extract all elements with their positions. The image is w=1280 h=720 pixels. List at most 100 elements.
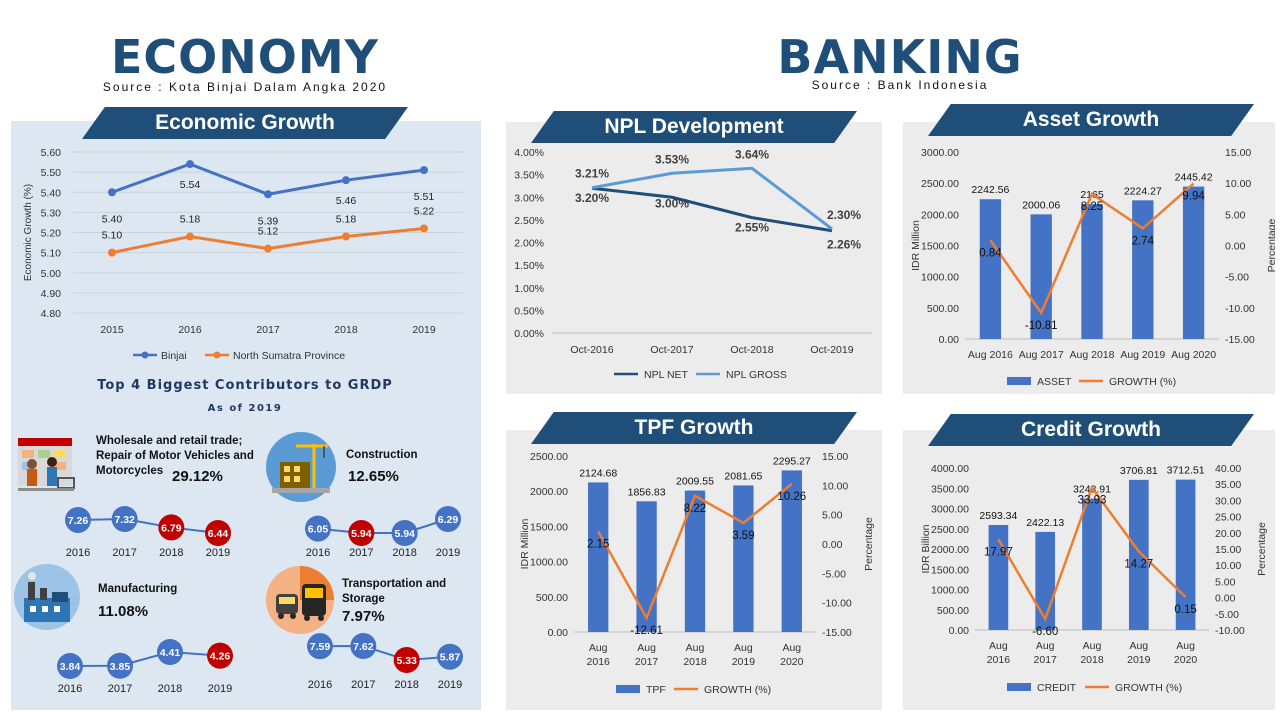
x-tick-label: 2018 <box>334 324 358 336</box>
growth-line <box>997 485 1187 622</box>
x-tick-label: Aug <box>1036 640 1055 652</box>
x-tick-label: Oct-2018 <box>730 344 773 356</box>
series-line-1 <box>591 166 833 231</box>
data-point <box>342 232 350 241</box>
data-label: 5.51 <box>414 191 435 203</box>
bar <box>684 490 706 632</box>
y-tick-label: 1000.00 <box>530 557 568 569</box>
banner-tpf: TPF Growth <box>531 412 857 444</box>
x-tick-label: 2020 <box>1174 654 1198 666</box>
legend-label: NPL NET <box>644 369 689 381</box>
trend-point <box>350 633 377 659</box>
trend-value: 5.94 <box>351 528 372 540</box>
trend-year: 2019 <box>206 547 230 559</box>
y-axis-label: IDR Billion <box>920 524 932 573</box>
y-tick-label: 0.00 <box>949 625 970 637</box>
y-axis-label: IDR Million <box>910 220 922 271</box>
bar-label: 2009.55 <box>676 476 714 488</box>
y-tick-label: 2500.00 <box>931 524 969 536</box>
legend-label: ASSET <box>1037 376 1072 388</box>
x-tick-label: 2019 <box>412 324 436 336</box>
x-tick-label: Aug <box>734 642 753 654</box>
trend-point <box>111 506 138 532</box>
trend-year: 2019 <box>208 683 232 695</box>
bar <box>979 199 1002 339</box>
data-label: 5.22 <box>414 205 435 217</box>
x-tick-label: 2017 <box>1034 654 1058 666</box>
y2-tick-label: 5.00 <box>1215 576 1236 588</box>
x-tick-label: 2016 <box>178 324 202 336</box>
legend-label: TPF <box>646 684 666 696</box>
y2-tick-label: -10.00 <box>1225 303 1255 315</box>
trend-value: 7.26 <box>68 515 89 527</box>
banner-credit: Credit Growth <box>928 414 1254 446</box>
trend-point <box>348 520 375 546</box>
legend-label: GROWTH (%) <box>1115 682 1182 694</box>
y2-tick-label: 25.00 <box>1215 512 1241 524</box>
trend-value: 6.79 <box>161 522 182 534</box>
y2-tick-label: 0.00 <box>822 539 843 551</box>
trend-year: 2017 <box>351 679 375 691</box>
y-tick-label: 4.00% <box>514 147 544 159</box>
bar-label: 2445.42 <box>1175 172 1213 184</box>
y2-tick-label: 5.00 <box>822 510 843 522</box>
legend-swatch <box>616 685 640 693</box>
x-tick-label: Aug <box>589 642 608 654</box>
y-tick-label: 0.00% <box>514 328 544 340</box>
legend-swatch <box>1007 683 1031 691</box>
trend-value: 5.87 <box>440 652 461 664</box>
trend-line <box>319 644 451 662</box>
growth-label: -12.61 <box>630 625 663 637</box>
trend-point <box>305 515 331 542</box>
y-tick-label: 5.50 <box>41 167 62 179</box>
data-label: 5.54 <box>180 179 201 191</box>
growth-label: 3.59 <box>732 530 754 542</box>
bar <box>636 501 657 632</box>
data-point <box>420 166 428 175</box>
y-tick-label: 1500.00 <box>530 521 568 533</box>
trend-point <box>158 514 185 541</box>
bar-label: 1856.83 <box>628 486 666 498</box>
contributor-name-transport: Transportation and Storage <box>342 578 447 605</box>
contributor-name-wholesale: Wholesale and retail trade; Repair of Mo… <box>96 435 254 477</box>
legend-marker <box>141 351 149 359</box>
factory-icon <box>14 564 80 630</box>
growth-label: 17.97 <box>984 546 1013 558</box>
y-tick-label: 5.60 <box>41 147 62 159</box>
series-line-0 <box>591 186 833 233</box>
y-tick-label: 1.50% <box>514 260 544 272</box>
x-tick-label: Aug <box>782 642 801 654</box>
bar-label: 2242.56 <box>971 184 1009 196</box>
x-tick-label: Aug 2018 <box>1070 349 1115 361</box>
data-label: 5.46 <box>336 195 357 207</box>
bar <box>781 470 802 632</box>
npl-panel <box>506 122 882 394</box>
trend-wholesale: 7.26 2016 7.32 2017 6.79 2018 6.44 2019 <box>65 506 231 559</box>
growth-label: 14.27 <box>1124 558 1153 570</box>
y2-tick-label: -10.00 <box>1215 625 1245 637</box>
y2-tick-label: 35.00 <box>1215 479 1241 491</box>
y-tick-label: 0.00 <box>939 334 960 346</box>
banking-title: BANKING <box>777 30 1023 84</box>
bar <box>733 485 754 632</box>
y2-tick-label: 0.00 <box>1215 593 1236 605</box>
legend-label: CREDIT <box>1037 682 1077 694</box>
npl-chart: 0.00% 0.50% 1.00% 1.50% 2.00% 2.50% 3.00% 3.50%… <box>514 147 872 381</box>
banking-source: Source : Bank Indonesia <box>811 78 989 92</box>
y-tick-label: 500.00 <box>937 605 969 617</box>
data-label: 3.21% <box>575 167 609 181</box>
trend-year: 2016 <box>306 547 330 559</box>
contributor-pct-construction: 12.65% <box>348 468 399 485</box>
y-tick-label: 1000.00 <box>931 585 969 597</box>
tpf-chart: 0.00 500.00 1000.00 1500.00 2000.00 2500.00 -1… <box>519 451 875 696</box>
growth-label: 2.74 <box>1132 235 1155 247</box>
trend-value: 5.94 <box>394 528 415 540</box>
x-tick-label: Oct-2019 <box>810 344 853 356</box>
x-tick-label: 2015 <box>100 324 124 336</box>
trend-value: 6.05 <box>308 524 329 536</box>
y-tick-label: 500.00 <box>536 592 568 604</box>
y2-tick-label: 30.00 <box>1215 495 1241 507</box>
x-tick-label: Aug <box>686 642 705 654</box>
y-tick-label: 2000.00 <box>921 209 959 221</box>
trend-year: 2017 <box>112 547 136 559</box>
